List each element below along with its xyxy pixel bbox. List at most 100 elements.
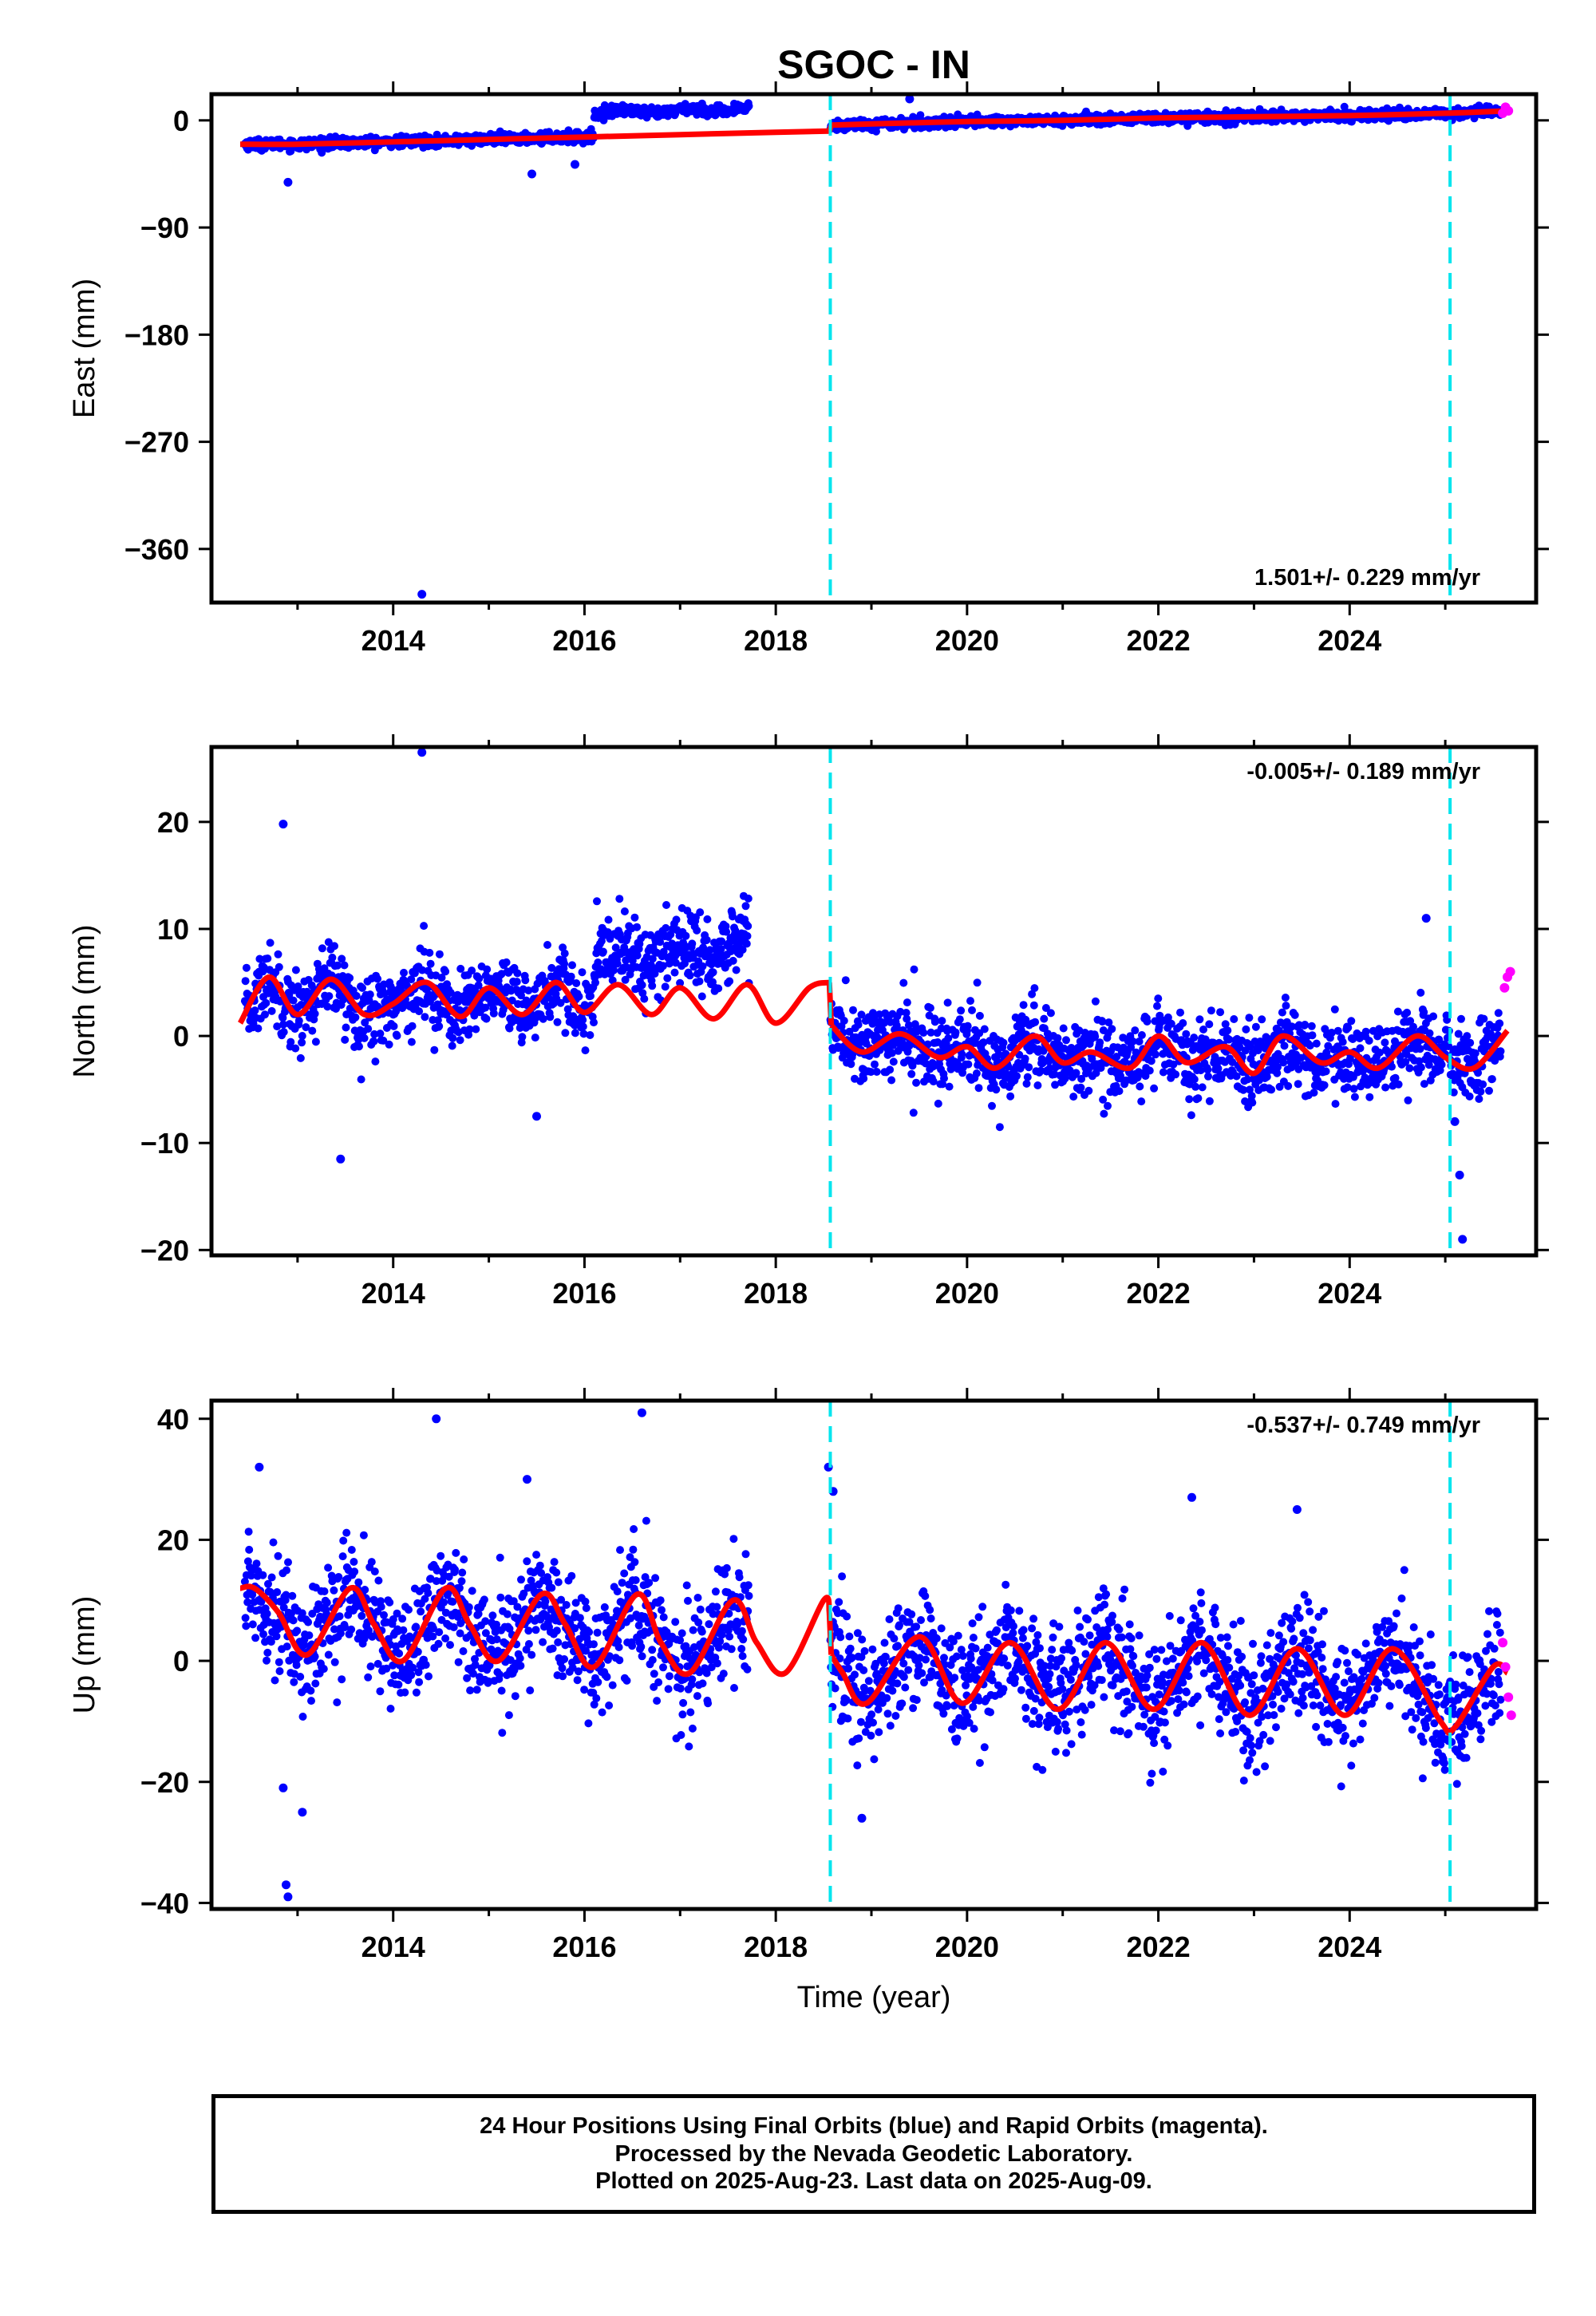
- final-orbit-point: [288, 1591, 297, 1600]
- final-orbit-point: [1284, 1081, 1293, 1090]
- final-orbit-point: [909, 1109, 918, 1117]
- final-orbit-point: [339, 1536, 348, 1545]
- outlier-point: [417, 590, 427, 599]
- final-orbit-point: [1465, 1092, 1474, 1101]
- final-orbit-point: [393, 1031, 401, 1040]
- final-orbit-point: [591, 978, 599, 987]
- final-orbit-point: [263, 1656, 271, 1665]
- final-orbit-point: [412, 1622, 421, 1631]
- final-orbit-point: [575, 992, 583, 1001]
- x-tick-label: 2018: [744, 1277, 808, 1310]
- final-orbit-point: [910, 965, 918, 974]
- final-orbit-point: [912, 1078, 921, 1087]
- final-orbit-point: [1207, 1006, 1215, 1015]
- final-orbit-point: [407, 1670, 416, 1679]
- final-orbit-point: [604, 915, 613, 924]
- final-orbit-point: [1381, 1083, 1390, 1092]
- final-orbit-point: [964, 1060, 973, 1069]
- final-orbit-point: [366, 1662, 375, 1671]
- final-orbit-point: [1365, 1037, 1373, 1045]
- final-orbit-point: [330, 1586, 338, 1595]
- final-orbit-point: [279, 1028, 288, 1037]
- outlier-point: [336, 1154, 346, 1164]
- final-orbit-point: [521, 976, 530, 985]
- final-orbit-point: [338, 1675, 346, 1684]
- final-orbit-point: [980, 1025, 989, 1034]
- final-orbit-point: [661, 982, 670, 991]
- final-orbit-point: [1466, 1038, 1475, 1047]
- final-orbit-point: [1195, 1015, 1204, 1024]
- final-orbit-point: [1393, 1007, 1402, 1016]
- final-orbit-point: [291, 966, 300, 974]
- final-orbit-point: [590, 1018, 598, 1027]
- final-orbit-point: [291, 1044, 300, 1053]
- final-orbit-point: [1171, 1070, 1180, 1079]
- final-orbit-point: [703, 915, 712, 923]
- final-orbit-point: [561, 1029, 570, 1037]
- y-tick-label: −10: [140, 1127, 189, 1160]
- final-orbit-point: [945, 1082, 954, 1091]
- final-orbit-point: [697, 992, 706, 1001]
- x-tick-label: 2014: [361, 624, 425, 657]
- final-orbit-point: [472, 1025, 480, 1034]
- final-orbit-point: [1023, 1073, 1032, 1081]
- final-orbit-point: [254, 1024, 263, 1033]
- final-orbit-point: [282, 1566, 290, 1575]
- final-orbit-point: [1223, 1026, 1232, 1035]
- y-tick-label: 10: [157, 913, 189, 946]
- final-orbit-point: [1059, 1024, 1068, 1033]
- final-orbit-point: [1152, 1050, 1159, 1059]
- x-tick-label: 2020: [935, 624, 999, 657]
- outlier-point: [1421, 914, 1431, 923]
- rapid-orbit-point: [1505, 966, 1515, 977]
- final-orbit-point: [1230, 1015, 1238, 1023]
- final-orbit-point: [1216, 1008, 1225, 1017]
- final-orbit-point: [859, 1074, 868, 1083]
- final-orbit-point: [1416, 988, 1425, 997]
- y-tick-label: −20: [140, 1234, 189, 1267]
- y-tick-label: 20: [157, 806, 189, 839]
- final-orbit-point: [973, 978, 982, 987]
- final-orbit-point: [318, 148, 326, 157]
- final-orbit-point: [394, 1680, 403, 1689]
- final-orbit-point: [560, 949, 569, 958]
- final-orbit-point: [1013, 1072, 1021, 1081]
- x-tick-label: 2022: [1127, 1277, 1191, 1310]
- final-orbit-point: [420, 922, 429, 931]
- final-orbit-point: [248, 1620, 257, 1629]
- final-orbit-point: [745, 101, 753, 110]
- final-orbit-point: [1190, 1034, 1199, 1042]
- up-final-orbit-points: [240, 1408, 1505, 1902]
- final-orbit-point: [929, 1077, 938, 1086]
- final-orbit-point: [1248, 1098, 1257, 1107]
- final-orbit-point: [380, 1611, 388, 1619]
- final-orbit-point: [340, 961, 349, 970]
- final-orbit-point: [1096, 1038, 1104, 1047]
- final-orbit-point: [370, 1567, 379, 1576]
- final-orbit-point: [685, 971, 694, 980]
- final-orbit-point: [630, 913, 639, 922]
- final-orbit-point: [262, 998, 271, 1007]
- final-orbit-point: [435, 950, 444, 958]
- final-orbit-point: [415, 1007, 424, 1016]
- final-orbit-point: [371, 1057, 380, 1066]
- final-orbit-point: [426, 959, 435, 968]
- final-orbit-point: [274, 1551, 282, 1560]
- final-orbit-point: [305, 1631, 314, 1640]
- final-orbit-point: [1108, 1025, 1116, 1034]
- final-orbit-point: [662, 923, 670, 932]
- final-orbit-point: [598, 947, 607, 956]
- final-orbit-point: [269, 1538, 278, 1547]
- final-orbit-point: [568, 961, 576, 970]
- final-orbit-point: [1381, 1038, 1389, 1047]
- final-orbit-point: [1494, 1009, 1503, 1018]
- final-orbit-point: [579, 1022, 587, 1031]
- final-orbit-point: [693, 926, 701, 935]
- final-orbit-point: [330, 942, 338, 951]
- final-orbit-point: [298, 1713, 307, 1721]
- final-orbit-point: [1099, 1095, 1108, 1104]
- final-orbit-point: [640, 994, 649, 1003]
- final-orbit-point: [1420, 1008, 1428, 1017]
- final-orbit-point: [259, 1630, 267, 1638]
- outlier-point: [571, 160, 579, 169]
